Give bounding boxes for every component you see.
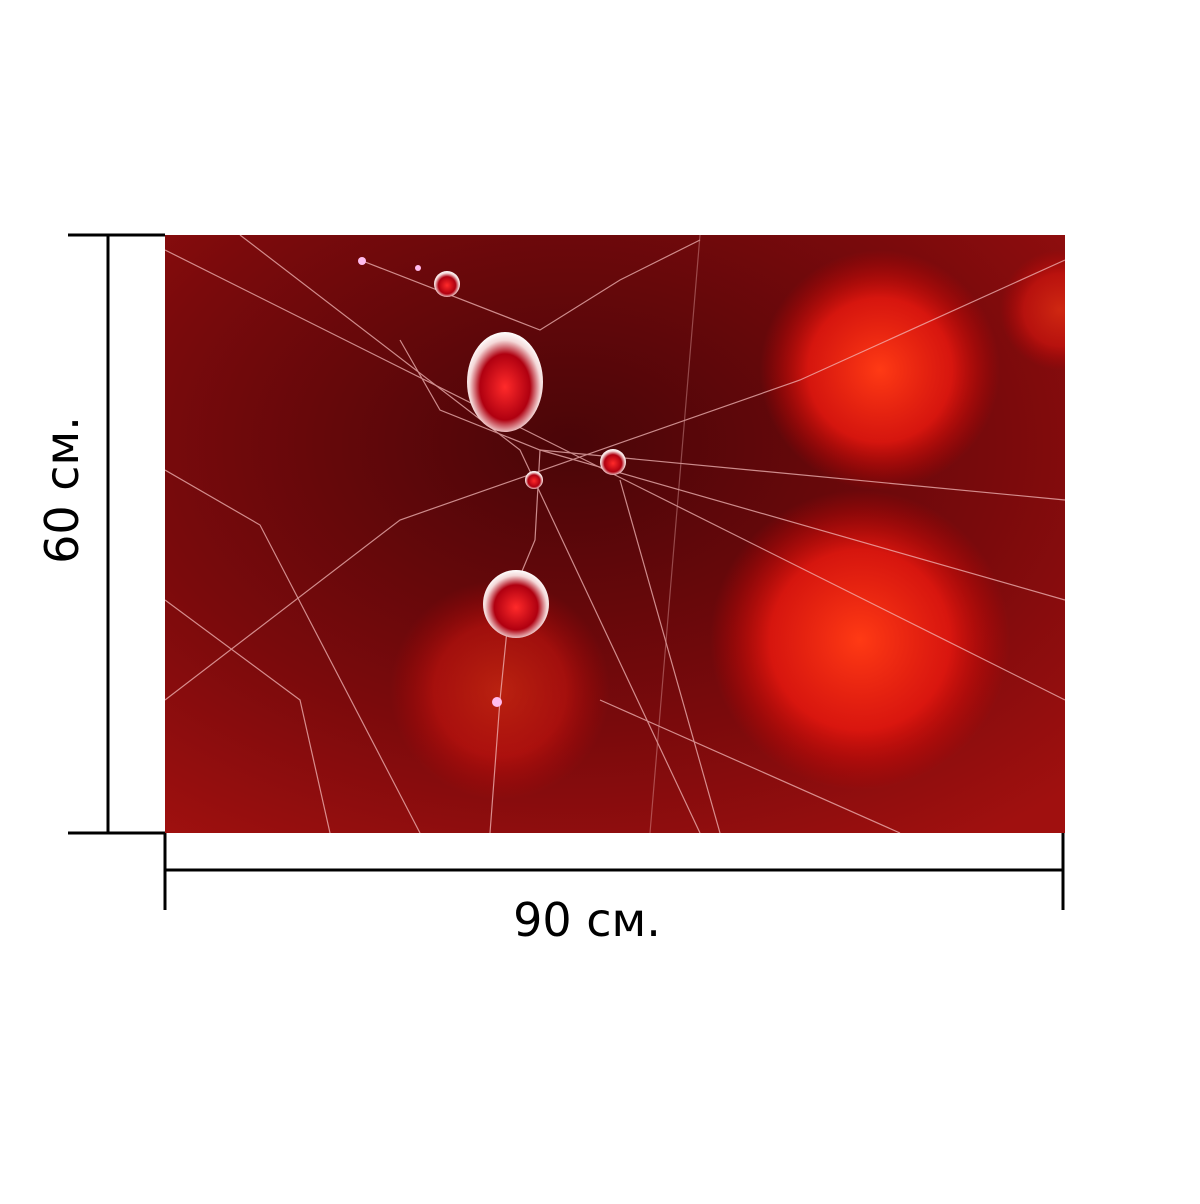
width-label: 90 см. [513, 893, 661, 947]
height-label: 60 см. [35, 416, 89, 564]
photo [165, 235, 1065, 833]
dimension-lines [68, 233, 1065, 910]
